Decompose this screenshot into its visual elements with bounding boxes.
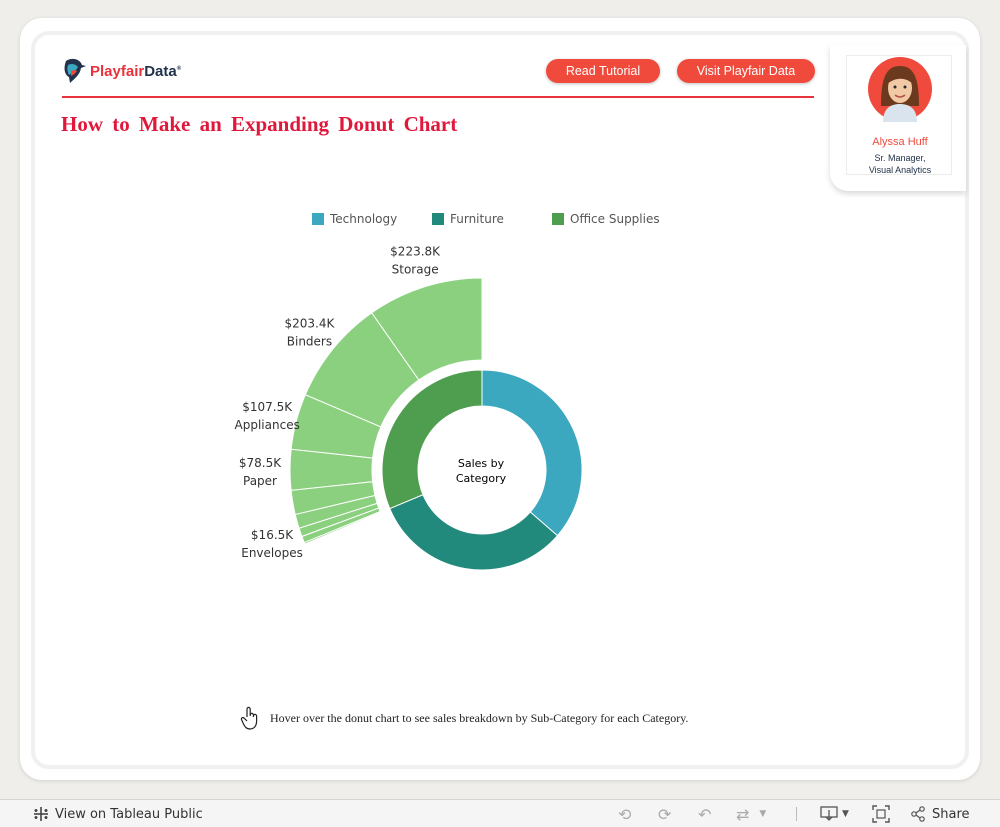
share-label: Share (932, 806, 970, 822)
legend-label-furniture: Furniture (450, 212, 504, 226)
undo-icon: ⟲ (618, 804, 632, 824)
center-label-line2: Category (456, 472, 507, 485)
share-button[interactable]: Share (910, 800, 970, 827)
author-role: Sr. Manager, Visual Analytics (868, 153, 932, 175)
refresh-icon: ⇄ (736, 804, 750, 824)
sub-category-value-binders: $203.4K (285, 316, 336, 330)
read-tutorial-button[interactable]: Read Tutorial (546, 59, 660, 83)
sub-category-slice-art[interactable] (294, 494, 378, 529)
sub-category-value-appliances: $107.5K (242, 400, 293, 414)
legend-swatch-technology (312, 213, 324, 225)
refresh-button[interactable]: ⇄ ▼ (736, 800, 766, 827)
legend-label-office-supplies: Office Supplies (570, 212, 660, 226)
category-ring[interactable] (381, 369, 583, 571)
sub-category-slice-binders[interactable] (304, 312, 420, 428)
hint-text: Hover over the donut chart to see sales … (270, 710, 689, 725)
sub-category-labels: $223.8K Storage $203.4K Binders $107.5K Appli… (235, 244, 442, 560)
sub-category-slice-storage[interactable] (370, 277, 483, 381)
avatar (868, 57, 932, 122)
legend-furniture[interactable]: Furniture (432, 211, 504, 227)
hand-pointer-icon (240, 706, 258, 730)
sub-category-slice-supplies[interactable] (290, 481, 376, 516)
redo-icon: ⟳ (658, 804, 672, 824)
sub-category-name-binders: Binders (287, 334, 332, 348)
category-slice-technology[interactable] (481, 369, 583, 537)
tableau-logo-icon (34, 807, 48, 821)
share-icon (911, 806, 925, 822)
hover-hint: Hover over the donut chart to see sales … (240, 706, 688, 730)
category-slice-office-supplies[interactable] (381, 369, 483, 510)
undo-button[interactable]: ⟲ (618, 800, 631, 827)
sub-category-value-envelopes: $16.5K (251, 528, 294, 542)
tableau-toolbar: View on Tableau Public ⟲ ⟳ ↶ ⇄ ▼ ▼ (0, 799, 1000, 827)
toolbar-separator (796, 807, 797, 821)
author-card[interactable]: Alyssa Huff Sr. Manager, Visual Analytic… (830, 45, 966, 191)
sub-category-name-envelopes: Envelopes (241, 546, 303, 560)
visit-playfair-data-button[interactable]: Visit Playfair Data (677, 59, 815, 83)
category-slice-furniture[interactable] (389, 494, 559, 571)
page-title: How to Make an Expanding Donut Chart (61, 112, 458, 136)
sub-category-value-paper: $78.5K (239, 456, 282, 470)
legend-office-supplies[interactable]: Office Supplies (552, 211, 660, 227)
sub-category-ring[interactable] (289, 277, 483, 545)
sub-category-name-paper: Paper (243, 474, 277, 488)
view-on-tableau-public-label: View on Tableau Public (55, 806, 203, 822)
legend-technology[interactable]: Technology (312, 211, 397, 227)
kingfisher-logo-icon (64, 58, 86, 83)
revert-button[interactable]: ↶ (698, 800, 711, 827)
download-button[interactable]: ▼ (820, 800, 849, 827)
logo-wordmark: PlayfairData® (90, 62, 182, 80)
fullscreen-button[interactable] (872, 800, 890, 827)
refresh-dropdown-icon: ▼ (759, 809, 767, 819)
sub-category-slice-fasteners[interactable] (303, 510, 382, 545)
sub-category-value-storage: $223.8K (390, 244, 441, 258)
legend-swatch-office-supplies (552, 213, 564, 225)
sub-category-slice-paper[interactable] (289, 448, 374, 491)
author-card-frame: Alyssa Huff Sr. Manager, Visual Analytic… (846, 55, 952, 175)
view-on-tableau-public-button[interactable]: View on Tableau Public (32, 800, 203, 827)
download-dropdown-icon: ▼ (842, 809, 849, 819)
legend-label-technology: Technology (330, 212, 398, 226)
author-name: Alyssa Huff (872, 136, 928, 148)
legend-swatch-furniture (432, 213, 444, 225)
revert-icon: ↶ (698, 804, 712, 824)
sub-category-name-appliances: Appliances (235, 418, 300, 432)
sub-category-name-storage: Storage (392, 262, 439, 276)
header-divider (62, 96, 814, 98)
download-icon (820, 806, 838, 821)
playfair-logo[interactable]: PlayfairData® (62, 55, 181, 87)
sub-category-slice-appliances[interactable] (290, 394, 382, 459)
fullscreen-icon (872, 805, 890, 823)
redo-button[interactable]: ⟳ (658, 800, 671, 827)
center-label-line1: Sales by (458, 457, 505, 470)
